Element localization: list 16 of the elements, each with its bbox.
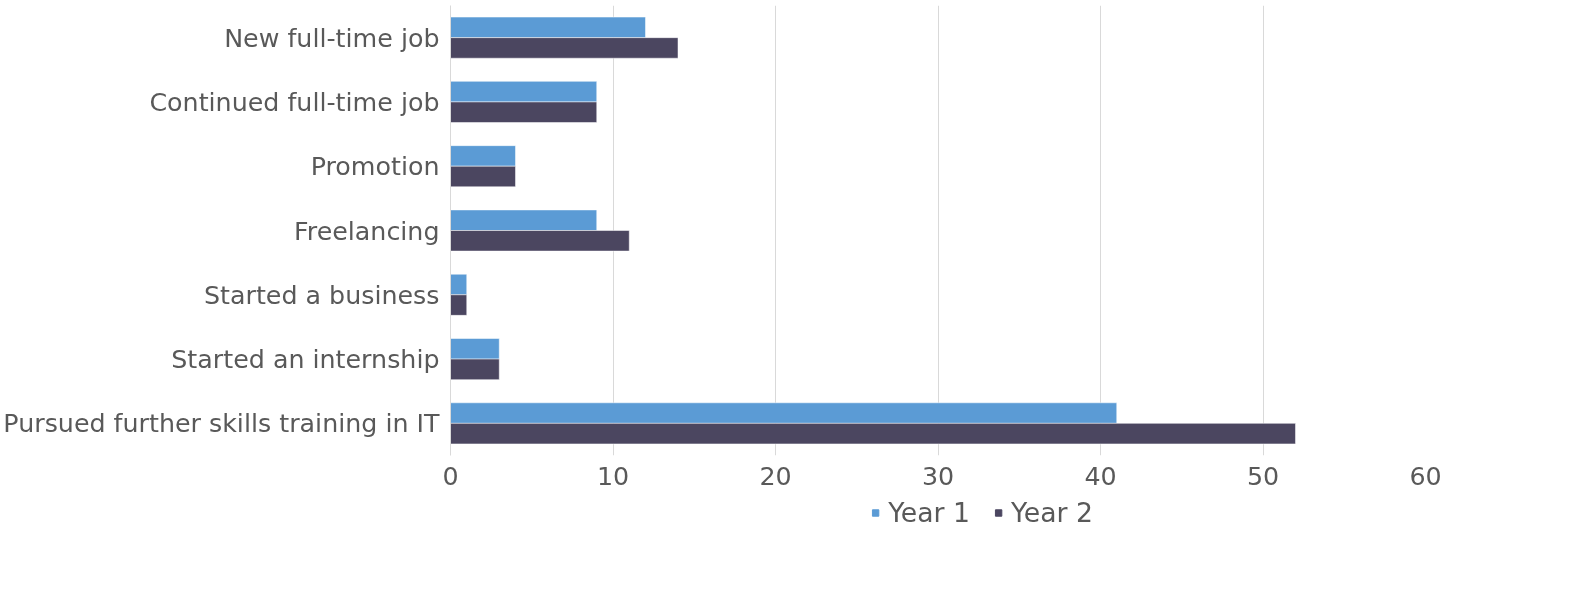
y-tick-label: Pursued further skills training in IT [3,408,441,439]
legend-label: Year 1 [888,496,970,528]
x-tick-label: 0 [442,460,459,491]
y-tick-label: Promotion [310,151,440,182]
y-tick-label: Continued full-time job [149,86,440,117]
y-tick-label: New full-time job [224,22,440,53]
x-tick-label: 20 [759,460,792,491]
x-tick-label: 10 [596,460,630,491]
x-tick-label: 40 [1084,460,1117,491]
x-tick-label: 50 [1246,460,1280,491]
y-tick-label: Started an internship [171,344,440,375]
x-tick-label: 30 [921,460,955,491]
legend-label: Year 2 [1011,496,1093,528]
x-tick-label: 60 [1409,460,1442,491]
y-tick-label: Freelancing [294,215,440,246]
y-tick-label: Started a business [203,279,440,310]
